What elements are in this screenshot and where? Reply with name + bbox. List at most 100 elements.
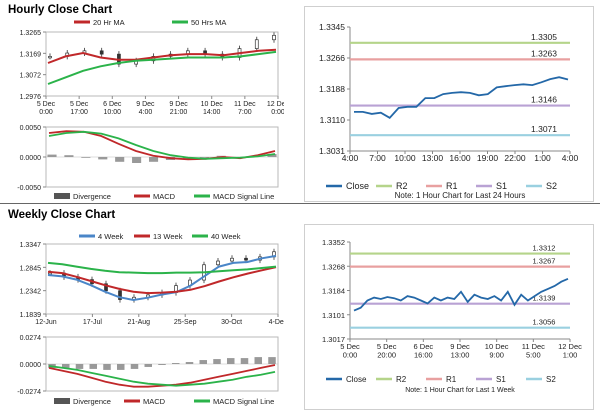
series-line-50-hrs-ma <box>47 50 277 85</box>
x-tick-label: 4:00 <box>342 153 359 163</box>
legend-label-13-week: 13 Week <box>153 232 183 241</box>
y-tick-label: 1.3347 <box>20 242 42 249</box>
y-tick-label: 1.3184 <box>322 287 345 296</box>
y-tick-label: 1.3188 <box>319 84 345 94</box>
y-tick-label: 1.2976 <box>20 94 42 101</box>
chart-note: Note: 1 Hour Chart for Last 24 Hours <box>395 191 526 200</box>
x-tick-label: 10 Dec 14:00 <box>201 101 224 116</box>
x-tick-label: 5 Dec 0:00 <box>37 101 56 116</box>
x-tick-label: 13:00 <box>422 153 444 163</box>
series-line-13-week <box>47 266 277 295</box>
legend-label-r2: R2 <box>396 181 408 191</box>
legend-label-close: Close <box>346 375 367 384</box>
series-line-4-week <box>47 254 277 302</box>
y-tick-label: 1.3017 <box>322 335 345 344</box>
divergence-bar <box>81 157 91 158</box>
y-tick-label: 0.0274 <box>20 335 42 342</box>
level-label-r2: 1.3312 <box>533 244 556 253</box>
series-line-macd-signal-line <box>48 365 276 387</box>
divergence-bar <box>267 154 277 157</box>
x-tick-label: 11 Dec 7:00 <box>234 101 256 116</box>
x-tick-label: 30-Oct <box>221 319 242 326</box>
divergence-bar <box>75 364 84 369</box>
legend-label-macd-signal-line: MACD Signal Line <box>213 397 274 406</box>
divergence-bar <box>61 364 70 368</box>
divergence-bar <box>199 360 208 364</box>
x-tick-label: 5 Dec 0:00 <box>340 342 360 360</box>
price-candle <box>254 39 259 49</box>
y-tick-label: 1.2845 <box>20 265 42 272</box>
legend-swatch-divergence <box>54 398 70 404</box>
series-line-close <box>354 76 569 119</box>
x-tick-label: 10:00 <box>394 153 416 163</box>
legend-label-macd: MACD <box>143 397 166 406</box>
level-label-r1: 1.3263 <box>531 48 557 58</box>
divergence-bar <box>144 364 153 367</box>
y-tick-label: 1.1839 <box>20 312 42 319</box>
divergence-bar <box>64 155 74 157</box>
price-candle <box>272 34 276 41</box>
section-divider <box>0 203 600 204</box>
y-tick-label: 1.3110 <box>320 115 346 125</box>
divergence-bar <box>116 364 125 370</box>
y-tick-label: 0.0000 <box>20 362 42 369</box>
x-tick-label: 12 Dec 1:00 <box>558 342 582 360</box>
x-tick-label: 4:00 <box>562 153 579 163</box>
legend-label-divergence: Divergence <box>73 397 111 406</box>
y-tick-label: 0.0000 <box>20 155 42 162</box>
price-candle <box>230 257 234 262</box>
weekly-macd-chart: 0.0274 0.0000 -0.0274 Divergence MACD MACD Si… <box>17 335 279 406</box>
level-label-r1: 1.3267 <box>533 257 556 266</box>
level-label-s1: 1.3139 <box>533 294 556 303</box>
y-tick-label: 1.3265 <box>20 30 42 37</box>
x-tick-label: 6 Dec 16:00 <box>414 342 434 360</box>
x-tick-label: 6 Dec 10:00 <box>103 101 122 116</box>
series-line-macd-signal-line <box>48 130 276 160</box>
divergence-bar <box>185 362 194 364</box>
divergence-bar <box>148 157 159 162</box>
divergence-bar <box>115 157 125 162</box>
legend-label-macd: MACD <box>153 192 176 201</box>
divergence-bar <box>226 358 235 364</box>
series-line-20-hr-ma <box>47 48 277 64</box>
y-tick-label: 1.2342 <box>20 289 42 296</box>
x-tick-label: 9 Dec 4:00 <box>136 101 155 116</box>
legend-label-divergence: Divergence <box>73 192 111 201</box>
legend-label-50-hrs-ma: 50 Hrs MA <box>191 18 226 27</box>
price-candle <box>48 56 52 59</box>
divergence-bar <box>268 357 276 364</box>
x-tick-label: 17-Jul <box>83 319 103 326</box>
price-candle <box>216 260 220 266</box>
legend-label-s2: S2 <box>546 375 556 384</box>
legend-label-s1: S1 <box>496 375 506 384</box>
hourly-section-title: Hourly Close Chart <box>8 4 113 16</box>
x-tick-label: 10 Dec 9:00 <box>485 342 509 360</box>
level-label-s1: 1.3146 <box>531 95 557 105</box>
y-tick-label: -0.0050 <box>17 185 41 192</box>
x-tick-label: 5 Dec 20:00 <box>377 342 397 360</box>
divergence-bar <box>47 154 57 157</box>
y-tick-label: 1.3031 <box>319 146 345 156</box>
legend-label-4-week: 4 Week <box>98 232 124 241</box>
x-tick-label: 9 Dec 13:00 <box>450 342 470 360</box>
divergence-bar <box>89 364 98 369</box>
series-line-macd <box>48 130 276 161</box>
series-line-macd <box>48 364 276 388</box>
price-candle <box>244 257 248 261</box>
x-tick-label: 7:00 <box>369 153 386 163</box>
hourly-macd-chart: 0.0050 0.0000 -0.0050 Divergence MACD MACD Si… <box>17 125 279 201</box>
legend-label-s1: S1 <box>496 181 507 191</box>
y-tick-label: 1.3072 <box>20 73 42 80</box>
legend-label-20-hr-ma: 20 Hr MA <box>93 18 125 27</box>
divergence-bar <box>132 157 142 163</box>
x-tick-label: 5 Dec 17:00 <box>70 101 89 116</box>
x-tick-label: 16:00 <box>449 153 471 163</box>
y-tick-label: 1.3268 <box>322 262 345 271</box>
divergence-bar <box>254 357 263 364</box>
divergence-bar <box>240 358 249 364</box>
